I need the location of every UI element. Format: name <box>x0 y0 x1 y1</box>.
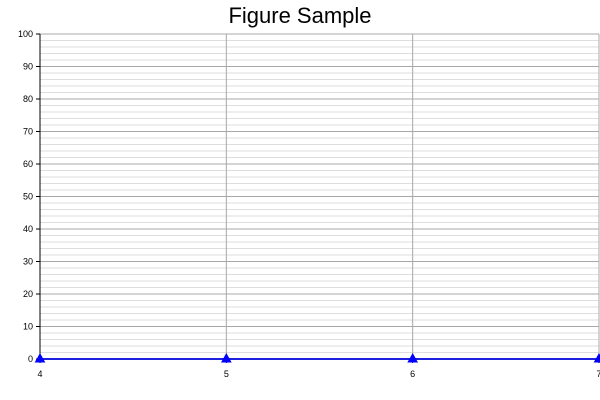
x-tick-label: 4 <box>37 369 42 379</box>
y-tick-label: 100 <box>18 29 33 39</box>
chart-title: Figure Sample <box>228 3 372 28</box>
y-tick-label: 10 <box>23 322 33 332</box>
x-tick-label: 7 <box>596 369 600 379</box>
y-tick-label: 50 <box>23 192 33 202</box>
x-tick-label: 5 <box>224 369 229 379</box>
data-point <box>593 352 600 363</box>
x-tick-label: 6 <box>410 369 415 379</box>
y-tick-label: 30 <box>23 257 33 267</box>
data-point <box>407 352 419 363</box>
y-tick-label: 70 <box>23 127 33 137</box>
y-tick-label: 60 <box>23 159 33 169</box>
y-tick-label: 40 <box>23 224 33 234</box>
y-tick-label: 80 <box>23 94 33 104</box>
data-point <box>220 352 232 363</box>
y-tick-label: 90 <box>23 62 33 72</box>
y-tick-label: 20 <box>23 289 33 299</box>
data-point <box>34 352 46 363</box>
y-tick-label: 0 <box>28 354 33 364</box>
